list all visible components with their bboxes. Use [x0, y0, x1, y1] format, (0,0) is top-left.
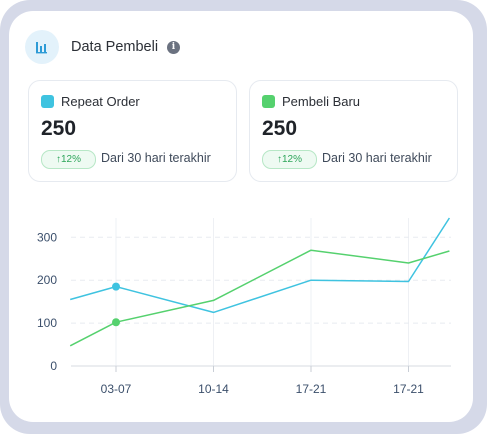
bar-chart-icon [25, 30, 59, 64]
stat-caption: Dari 30 hari terakhir [101, 151, 211, 165]
stat-caption: Dari 30 hari terakhir [322, 151, 432, 165]
y-tick-label: 300 [37, 230, 57, 244]
legend-swatch-repeat-order [41, 95, 54, 108]
y-tick-label: 200 [37, 273, 57, 287]
x-tick-label: 17-21 [296, 382, 327, 396]
x-tick-label: 03-07 [101, 382, 132, 396]
y-tick-label: 100 [37, 316, 57, 330]
change-badge: ↑12% [262, 150, 317, 169]
x-tick-label: 10-14 [198, 382, 229, 396]
series-point-0 [112, 282, 120, 291]
series-point-1 [112, 318, 120, 327]
stat-card-new-buyer: Pembeli Baru 250 ↑12% Dari 30 hari terak… [249, 80, 458, 182]
y-tick-label: 0 [50, 359, 57, 373]
stat-value: 250 [262, 117, 298, 140]
info-icon[interactable]: i [167, 41, 180, 54]
stat-label: Pembeli Baru [282, 94, 361, 109]
stat-label: Repeat Order [61, 94, 140, 109]
stat-card-repeat-order: Repeat Order 250 ↑12% Dari 30 hari terak… [28, 80, 237, 182]
page-title: Data Pembeli [71, 39, 159, 55]
legend-swatch-new-buyer [262, 95, 275, 108]
series-line-0 [69, 217, 451, 314]
change-badge: ↑12% [41, 150, 96, 169]
stat-value: 250 [41, 117, 77, 140]
series-line-1 [69, 249, 450, 347]
x-tick-label: 17-21 [393, 382, 424, 396]
buyer-data-card: Data Pembeli i Repeat Order 250 ↑12% Dar… [9, 11, 473, 422]
